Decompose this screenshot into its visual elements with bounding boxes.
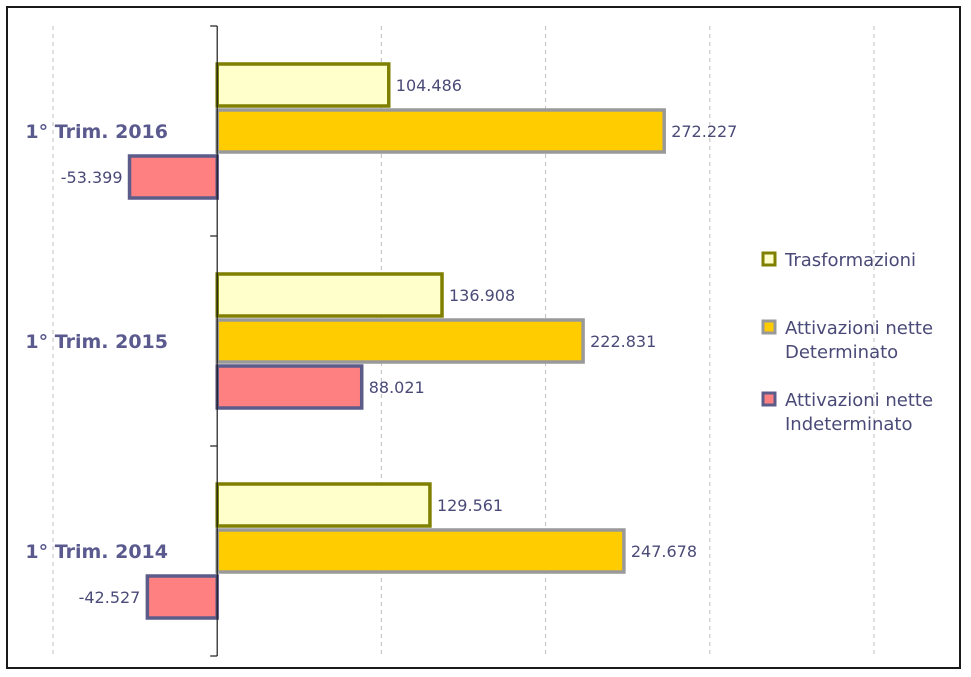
category-label: 1° Trim. 2015 (25, 331, 168, 353)
legend-entry: Trasformazioni (784, 250, 916, 271)
data-labels: 104.486 272.227 -53.399 136.908 222.831 88.02… (61, 76, 738, 607)
bar-2-2 (215, 318, 585, 364)
bar-3-3 (145, 574, 219, 620)
legend-entry: Attivazioni nette Determinato (785, 318, 933, 363)
bar-3-2 (215, 364, 364, 410)
data-label: -42.527 (79, 588, 141, 607)
legend-entry: Attivazioni nette Indeterminato (785, 390, 933, 435)
data-label: 222.831 (590, 332, 656, 351)
data-label: 247.678 (631, 542, 697, 561)
category-labels: 1° Trim. 2016 1° Trim. 2015 1° Trim. 2014 (25, 121, 168, 563)
data-label: 136.908 (449, 286, 515, 305)
bar-2-3 (215, 528, 626, 574)
category-axis (210, 25, 218, 657)
bars (127, 62, 666, 620)
bar-1-1 (215, 62, 391, 108)
data-label: 272.227 (671, 122, 737, 141)
bar-1-2 (215, 272, 444, 318)
data-label: 88.021 (369, 378, 425, 397)
data-label: 129.561 (437, 496, 503, 515)
bar-3-1 (127, 154, 219, 200)
legend-swatch (761, 391, 777, 407)
bar-1-3 (215, 482, 432, 528)
bar-2-1 (215, 108, 666, 154)
bar-chart: 104.486 272.227 -53.399 136.908 222.831 88.02… (25, 25, 933, 657)
legend-swatch (761, 251, 777, 267)
data-label: -53.399 (61, 168, 123, 187)
data-label: 104.486 (396, 76, 462, 95)
category-label: 1° Trim. 2014 (25, 541, 168, 563)
legend-swatch (761, 319, 777, 335)
legend: Trasformazioni Attivazioni nette Determina… (761, 250, 933, 435)
category-label: 1° Trim. 2016 (25, 121, 168, 143)
chart-frame: 104.486 272.227 -53.399 136.908 222.831 88.02… (6, 6, 961, 669)
